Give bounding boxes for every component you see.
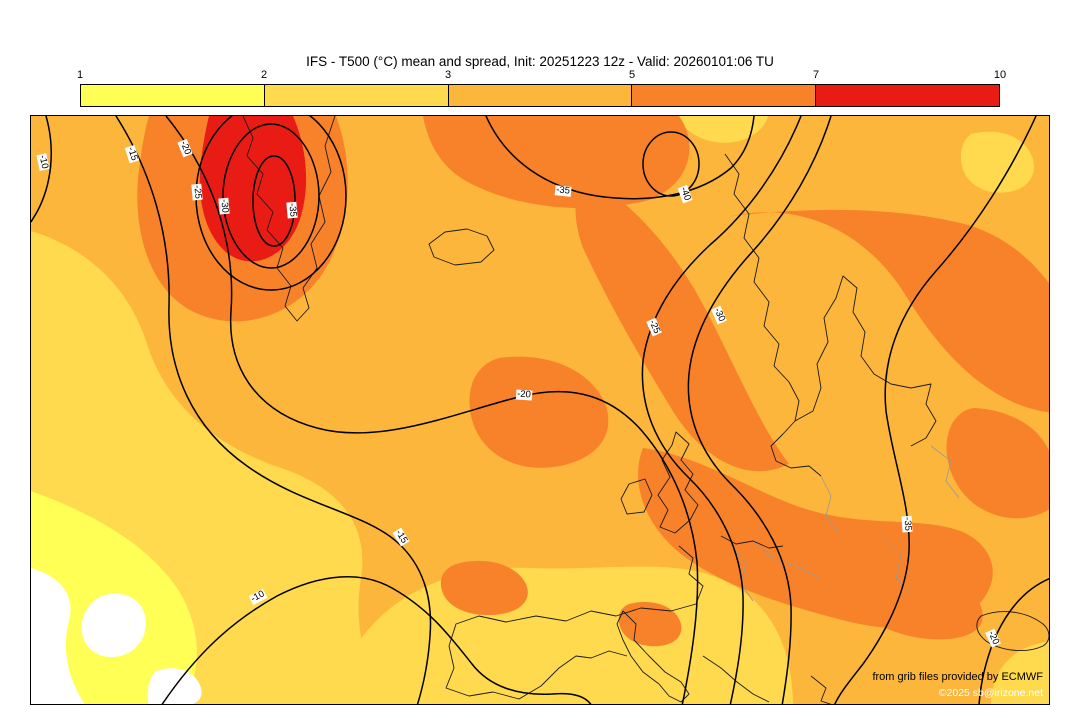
spread-region-orange-balkans	[845, 561, 983, 640]
coastline-great-britain	[657, 431, 699, 534]
spread-region-orange-scandinavia	[731, 209, 1049, 413]
contour-label: -15	[124, 144, 140, 164]
legend-segment	[81, 85, 265, 106]
border-line	[820, 475, 840, 535]
spread-fill-layer	[31, 116, 1049, 704]
coastline-italy	[616, 610, 690, 703]
contour-label: -40	[677, 184, 693, 204]
contour-label: -25	[191, 183, 204, 201]
spread-region-yellow-south	[331, 566, 793, 704]
spread-region-orange-diagonal	[575, 174, 789, 472]
legend-tick-label: 7	[812, 69, 820, 81]
contour-minus25-east	[641, 116, 802, 704]
coastline-blacksea	[976, 611, 1049, 652]
legend-tick-label: 1	[76, 69, 84, 81]
contour-label: -20	[515, 388, 533, 401]
legend-segment	[816, 85, 999, 106]
contour-label: -20	[985, 628, 1002, 648]
legend-tick-label: 10	[993, 69, 1007, 81]
spread-region-orange-eastedge	[946, 408, 1049, 519]
border-line	[730, 545, 754, 602]
chart-title: IFS - T500 (°C) mean and spread, Init: 2…	[306, 54, 774, 69]
legend-segment	[264, 85, 449, 106]
country-borders	[730, 445, 960, 602]
border-line	[752, 540, 820, 579]
legend-tick-label: 5	[628, 69, 636, 81]
contour-minus15	[115, 116, 432, 704]
legend-tick-label: 3	[444, 69, 452, 81]
spread-region-white-1	[31, 568, 85, 704]
legend-segment	[632, 85, 817, 106]
coastline-france-iberia	[445, 545, 704, 700]
contour-label: -30	[711, 305, 728, 325]
contour-minus30-east	[687, 116, 832, 704]
attribution: from grib files provided by ECMWF ©2025 …	[872, 671, 1043, 699]
spread-region-yellow-topright	[676, 116, 768, 143]
contour-minus20	[165, 116, 699, 704]
contour-label: -25	[646, 317, 663, 337]
contour-minus40-loop	[642, 131, 700, 197]
coastlines	[242, 116, 1049, 704]
coastline-adriatic	[702, 655, 770, 703]
map-svg	[31, 116, 1049, 704]
spread-region-yellow-right	[960, 131, 1035, 193]
spread-color-legend	[80, 84, 1000, 107]
contour-label: -10	[248, 588, 268, 606]
attribution-source: from grib files provided by ECMWF	[872, 671, 1043, 683]
contour-minus25-loop	[195, 116, 347, 291]
coastline-greece	[810, 675, 832, 704]
contour-minus30-loop	[222, 123, 320, 269]
contour-lines	[31, 116, 1049, 704]
contour-label: -35	[286, 201, 299, 219]
spread-region-orange-topcenter	[423, 116, 690, 209]
spread-region-orange-center	[469, 356, 609, 468]
map-area: -10 -15 -20 -25 -30 -35 -35 -40 -25 -30 -20 -15 -10 -…	[30, 115, 1050, 705]
contour-label: -35	[901, 515, 914, 533]
contour-label: -15	[392, 527, 410, 547]
coastline-ireland	[620, 478, 653, 515]
contour-label: -10	[36, 153, 51, 171]
legend-tick-row: 1 2 3 5 7 10	[76, 69, 1006, 82]
contour-label: -20	[177, 138, 194, 158]
contour-minus10-south	[161, 576, 592, 704]
contour-label: -30	[218, 197, 231, 215]
spread-region-white-2	[81, 593, 146, 657]
coastline-greenland	[242, 116, 336, 322]
attribution-copyright: ©2025 sb@irizone.net	[938, 687, 1043, 699]
contour-label: -35	[554, 184, 572, 197]
coastline-norway	[724, 153, 800, 462]
coastline-sweden-baltic	[794, 275, 937, 447]
legend-tick-label: 2	[260, 69, 268, 81]
coastline-iceland	[428, 228, 495, 266]
contour-minus35-east	[834, 116, 1037, 704]
border-line	[930, 445, 960, 499]
spread-region-red-core	[199, 116, 307, 262]
contour-minus10-nw	[31, 116, 52, 223]
spread-region-yellow-secorner	[991, 641, 1049, 704]
contour-label-layer: -10 -15 -20 -25 -30 -35 -35 -40 -25 -30 -20 -15 -10 -…	[31, 116, 1049, 704]
contour-minus35-loop	[252, 155, 296, 247]
contour-minus35-arc	[485, 116, 755, 200]
spread-region-orange-iberia	[440, 560, 528, 616]
legend-segment	[448, 85, 633, 106]
